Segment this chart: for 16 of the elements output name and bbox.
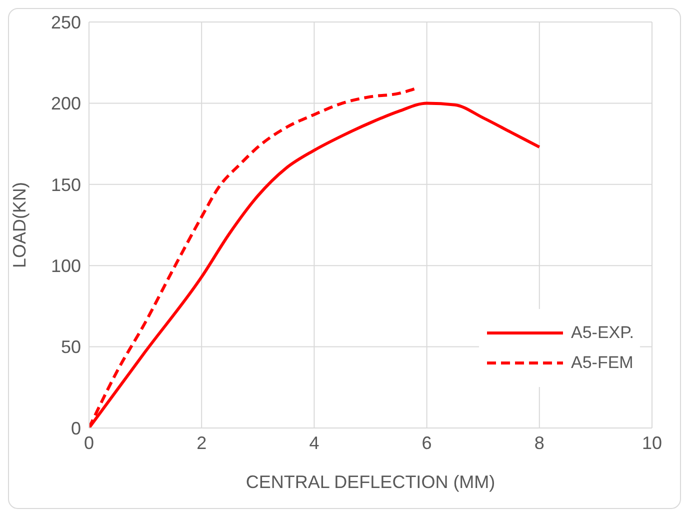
x-tick-label: 2	[196, 432, 207, 453]
y-axis-title: LOAD(KN)	[9, 182, 30, 268]
x-tick-label: 4	[309, 432, 320, 453]
y-tick-label: 100	[50, 256, 81, 276]
y-tick-label: 150	[50, 174, 81, 195]
x-tick-label: 8	[534, 432, 544, 453]
y-tick-label: 50	[60, 337, 81, 358]
x-axis-title: CENTRAL DEFLECTION (MM)	[246, 472, 496, 492]
x-tick-label: 0	[84, 432, 94, 453]
x-tick-label: 6	[422, 432, 432, 453]
legend-label: A5-EXP.	[570, 323, 634, 343]
legend-label: A5-FEM	[570, 353, 634, 373]
x-tick-label: 10	[642, 432, 662, 453]
y-tick-label: 200	[50, 94, 81, 114]
y-tick-label: 250	[50, 12, 81, 32]
y-tick-label: 0	[70, 418, 81, 438]
